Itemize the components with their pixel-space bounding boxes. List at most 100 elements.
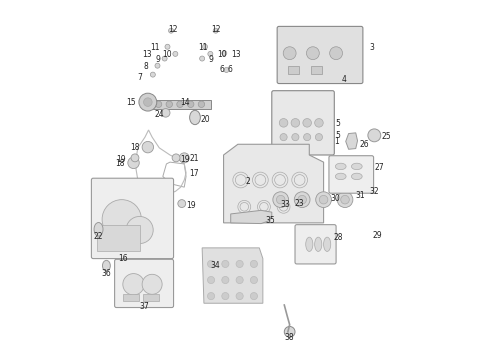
Ellipse shape (315, 237, 322, 251)
Circle shape (179, 153, 189, 163)
Circle shape (222, 276, 229, 284)
Text: 19: 19 (186, 201, 196, 210)
FancyBboxPatch shape (240, 164, 293, 198)
Text: 11: 11 (198, 42, 207, 51)
Polygon shape (223, 144, 323, 223)
Circle shape (177, 101, 183, 108)
Circle shape (236, 260, 243, 267)
Text: 32: 32 (369, 187, 379, 196)
Text: 4: 4 (342, 75, 346, 84)
Text: 14: 14 (180, 98, 190, 107)
Circle shape (169, 28, 173, 33)
Circle shape (250, 293, 258, 300)
Circle shape (162, 56, 167, 61)
FancyBboxPatch shape (272, 91, 334, 155)
Circle shape (198, 101, 205, 108)
Circle shape (337, 192, 353, 207)
Text: 22: 22 (93, 232, 102, 241)
Text: 13: 13 (142, 50, 151, 59)
Circle shape (273, 192, 289, 207)
Circle shape (213, 28, 218, 33)
FancyBboxPatch shape (295, 225, 336, 264)
Circle shape (292, 134, 299, 141)
Circle shape (315, 118, 323, 127)
Circle shape (236, 276, 243, 284)
Text: 28: 28 (334, 233, 343, 242)
Circle shape (250, 260, 258, 267)
Circle shape (207, 293, 215, 300)
Circle shape (178, 200, 186, 207)
Polygon shape (231, 210, 272, 224)
Circle shape (284, 327, 295, 337)
Text: 19: 19 (116, 155, 125, 164)
Circle shape (368, 129, 381, 142)
Circle shape (123, 274, 144, 295)
Ellipse shape (102, 260, 110, 271)
Text: 15: 15 (126, 98, 136, 107)
FancyBboxPatch shape (329, 156, 373, 193)
Circle shape (341, 195, 349, 204)
Circle shape (291, 118, 300, 127)
Circle shape (245, 177, 252, 185)
Text: 1: 1 (334, 137, 339, 146)
Circle shape (276, 195, 285, 204)
Text: 6: 6 (227, 66, 232, 75)
Circle shape (199, 56, 205, 61)
Text: 36: 36 (101, 269, 111, 278)
Ellipse shape (351, 163, 362, 170)
Circle shape (294, 192, 310, 207)
Bar (143, 100, 211, 109)
Circle shape (304, 134, 311, 141)
Text: 34: 34 (210, 261, 220, 270)
Circle shape (316, 192, 331, 207)
Circle shape (283, 47, 296, 60)
Circle shape (298, 195, 306, 204)
Circle shape (172, 154, 180, 162)
Text: 10: 10 (162, 50, 172, 59)
Circle shape (274, 177, 281, 185)
Circle shape (316, 134, 322, 141)
Text: 8: 8 (143, 62, 148, 71)
Circle shape (155, 101, 162, 108)
Circle shape (303, 118, 312, 127)
Text: 24: 24 (155, 111, 165, 120)
Text: 12: 12 (168, 26, 177, 35)
Circle shape (224, 67, 229, 72)
Circle shape (161, 109, 170, 117)
Ellipse shape (190, 111, 200, 125)
Text: 17: 17 (190, 169, 199, 178)
Text: 23: 23 (294, 199, 304, 208)
Circle shape (222, 293, 229, 300)
Text: 11: 11 (150, 42, 160, 51)
Circle shape (155, 63, 160, 68)
Circle shape (250, 276, 258, 284)
Circle shape (207, 260, 215, 267)
Ellipse shape (351, 173, 362, 180)
Circle shape (207, 276, 215, 284)
Circle shape (139, 93, 157, 111)
Circle shape (126, 216, 153, 244)
Ellipse shape (335, 173, 346, 180)
Polygon shape (202, 248, 263, 303)
Text: 27: 27 (374, 163, 384, 172)
Text: 3: 3 (369, 43, 374, 52)
Circle shape (208, 51, 213, 57)
Text: 18: 18 (130, 143, 140, 152)
Bar (311, 66, 322, 73)
Text: 5: 5 (335, 119, 340, 128)
Circle shape (264, 177, 271, 185)
Circle shape (280, 134, 287, 141)
Circle shape (102, 200, 142, 239)
Circle shape (144, 98, 152, 107)
Text: 35: 35 (266, 216, 275, 225)
Ellipse shape (306, 237, 313, 251)
Text: 18: 18 (115, 159, 124, 168)
Circle shape (202, 44, 207, 49)
Text: 5: 5 (335, 131, 340, 140)
Circle shape (145, 101, 151, 108)
Text: 29: 29 (373, 231, 383, 240)
FancyBboxPatch shape (115, 259, 173, 307)
Circle shape (142, 274, 162, 294)
Text: 10: 10 (217, 50, 227, 59)
Text: 12: 12 (211, 26, 220, 35)
